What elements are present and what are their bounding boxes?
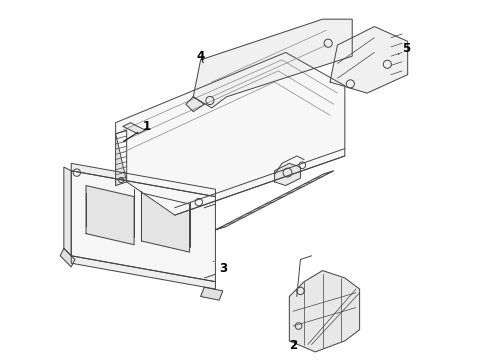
Polygon shape [290, 271, 360, 352]
Polygon shape [200, 287, 223, 300]
Text: 1: 1 [123, 120, 151, 141]
Polygon shape [186, 97, 204, 112]
Polygon shape [142, 193, 190, 252]
Polygon shape [193, 19, 352, 108]
Text: 3: 3 [214, 261, 227, 275]
Text: 2: 2 [289, 339, 297, 352]
Polygon shape [216, 171, 334, 230]
Polygon shape [116, 53, 345, 215]
Text: 4: 4 [196, 50, 205, 63]
Polygon shape [60, 248, 75, 267]
Text: 5: 5 [398, 42, 410, 55]
Polygon shape [123, 123, 145, 134]
Polygon shape [330, 27, 408, 93]
Polygon shape [71, 256, 216, 289]
Polygon shape [71, 171, 216, 282]
Polygon shape [64, 167, 71, 256]
Polygon shape [71, 163, 216, 197]
Polygon shape [274, 163, 300, 185]
Polygon shape [116, 130, 127, 185]
Polygon shape [86, 185, 134, 245]
